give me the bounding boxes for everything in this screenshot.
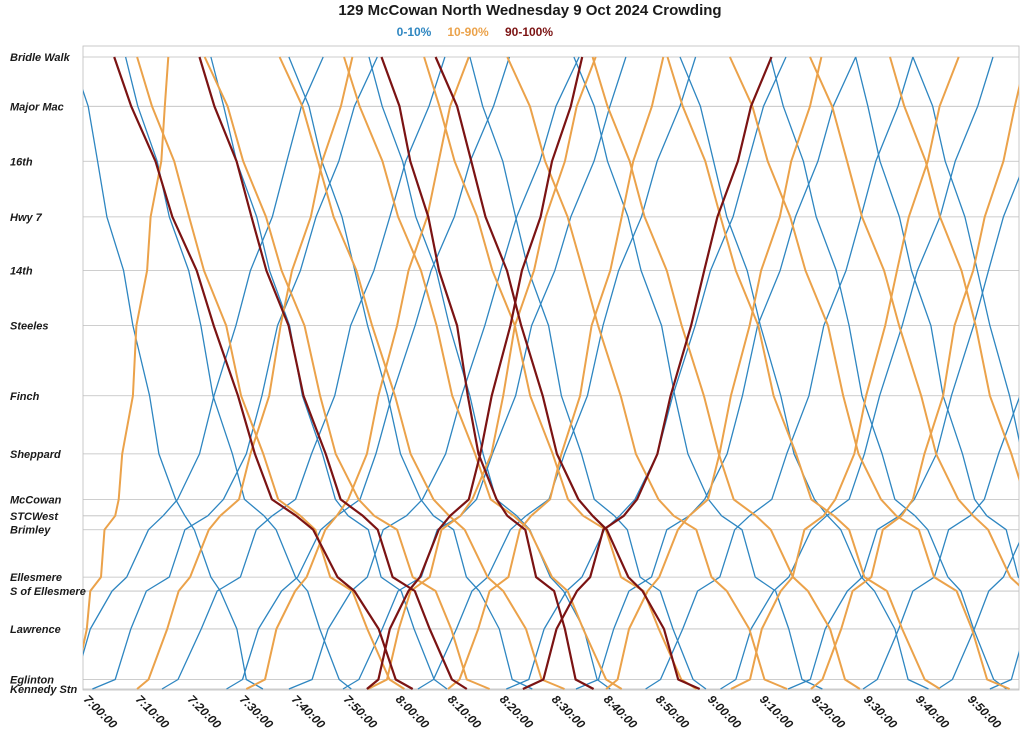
- trip-line-15: [83, 88, 264, 690]
- trip-line-12: [862, 396, 1019, 690]
- stop-label: Eglinton: [10, 675, 54, 687]
- stop-label: Steeles: [10, 321, 49, 333]
- trip-line-10: [720, 56, 994, 690]
- stop-label: Finch: [10, 391, 40, 403]
- x-tick-label: 8:10:00: [445, 692, 484, 731]
- stop-label: Brimley: [10, 525, 51, 537]
- trip-line-27: [136, 56, 354, 690]
- trip-line-40: [591, 56, 861, 690]
- stop-label: 16th: [10, 156, 33, 168]
- trip-line-26: [83, 56, 170, 652]
- x-tick-label: 9:10:00: [757, 692, 796, 731]
- stop-label: Kennedy Stn: [10, 684, 78, 696]
- trip-line-3: [226, 56, 511, 690]
- trip-line-22: [679, 56, 929, 690]
- trip-line-28: [245, 56, 470, 690]
- trip-line-17: [210, 56, 448, 690]
- x-tick-label: 9:00:00: [705, 692, 744, 731]
- trip-line-16: [124, 56, 352, 690]
- x-tick-label: 9:40:00: [913, 692, 952, 731]
- trip-line-1: [92, 56, 378, 690]
- trip-line-23: [769, 56, 1007, 690]
- x-tick-label: 8:30:00: [549, 692, 588, 731]
- trip-line-46: [522, 56, 773, 690]
- x-tick-label: 7:00:00: [81, 692, 120, 731]
- legend-entry-90-100: 90-100%: [505, 25, 553, 39]
- stop-label: Lawrence: [10, 624, 61, 636]
- x-tick-label: 8:50:00: [653, 692, 692, 731]
- stop-label: 14th: [10, 266, 33, 278]
- trip-line-20: [469, 56, 707, 690]
- trip-line-8: [575, 56, 857, 690]
- x-tick-label: 9:50:00: [965, 692, 1004, 731]
- trip-line-13: [937, 541, 1019, 690]
- x-tick-label: 7:30:00: [237, 692, 276, 731]
- trip-line-2: [161, 56, 446, 690]
- trip-line-5: [342, 56, 627, 690]
- trip-line-47: [113, 56, 414, 690]
- x-tick-label: 7:20:00: [185, 692, 224, 731]
- trip-line-25: [912, 56, 1019, 443]
- trip-line-21: [573, 56, 823, 690]
- trip-line-44: [889, 56, 1019, 482]
- x-tick-label: 8:20:00: [497, 692, 536, 731]
- x-tick-label: 7:50:00: [341, 692, 380, 731]
- trip-line-36: [278, 56, 565, 690]
- trip-line-11: [787, 176, 1019, 690]
- stop-label: Major Mac: [10, 101, 64, 113]
- trip-line-42: [728, 56, 1010, 690]
- x-tick-label: 9:30:00: [861, 692, 900, 731]
- trip-line-48: [198, 56, 468, 690]
- trip-line-32: [730, 56, 960, 690]
- stop-labels: Bridle Walk Major Mac 16th Hwy 7 14th Steeles…: [10, 52, 86, 696]
- trip-line-0: [83, 56, 324, 657]
- x-tick-label: 7:40:00: [289, 692, 328, 731]
- stop-label: STCWest: [10, 511, 59, 523]
- stop-label: McCowan: [10, 494, 62, 506]
- trip-line-43: [809, 56, 1019, 587]
- trip-line-30: [447, 56, 665, 690]
- trip-line-9: [645, 56, 914, 690]
- x-tick-labels: 7:00:00 7:10:00 7:20:00 7:30:00 7:40:00 7:50:…: [81, 692, 1004, 731]
- trip-line-24: [855, 56, 1019, 579]
- trip-line-50: [434, 56, 701, 690]
- x-tick-label: 9:20:00: [809, 692, 848, 731]
- x-tick-label: 8:00:00: [393, 692, 432, 731]
- trip-line-33: [810, 83, 1019, 690]
- stop-label: S of Ellesmere: [10, 586, 86, 598]
- trip-line-45: [366, 56, 584, 690]
- trip-line-19: [368, 56, 611, 690]
- trip-line-49: [380, 56, 595, 690]
- legend-entry-0-10: 0-10%: [397, 25, 432, 39]
- trip-line-31: [605, 56, 823, 690]
- grid-lines: [83, 56, 1019, 690]
- legend-entry-10-90: 10-90%: [447, 25, 489, 39]
- stop-label: Bridle Walk: [10, 52, 71, 64]
- stop-label: Sheppard: [10, 449, 61, 461]
- trip-line-34: [136, 56, 405, 690]
- legend: 0-10% 10-90% 90-100%: [397, 25, 554, 39]
- trip-line-37: [343, 56, 623, 690]
- stop-label: Ellesmere: [10, 572, 62, 584]
- chart-title: 129 McCowan North Wednesday 9 Oct 2024 C…: [338, 2, 721, 19]
- plot-frame: [82, 45, 1020, 691]
- trip-line-38: [423, 56, 698, 690]
- x-tick-label: 8:40:00: [601, 692, 640, 731]
- trip-line-35: [203, 56, 490, 690]
- trip-line-41: [666, 56, 941, 690]
- x-tick-label: 7:10:00: [133, 692, 172, 731]
- stop-label: Hwy 7: [10, 212, 43, 224]
- trip-lines: [83, 56, 1019, 690]
- trip-line-18: [288, 56, 533, 690]
- trip-line-4: [288, 56, 580, 690]
